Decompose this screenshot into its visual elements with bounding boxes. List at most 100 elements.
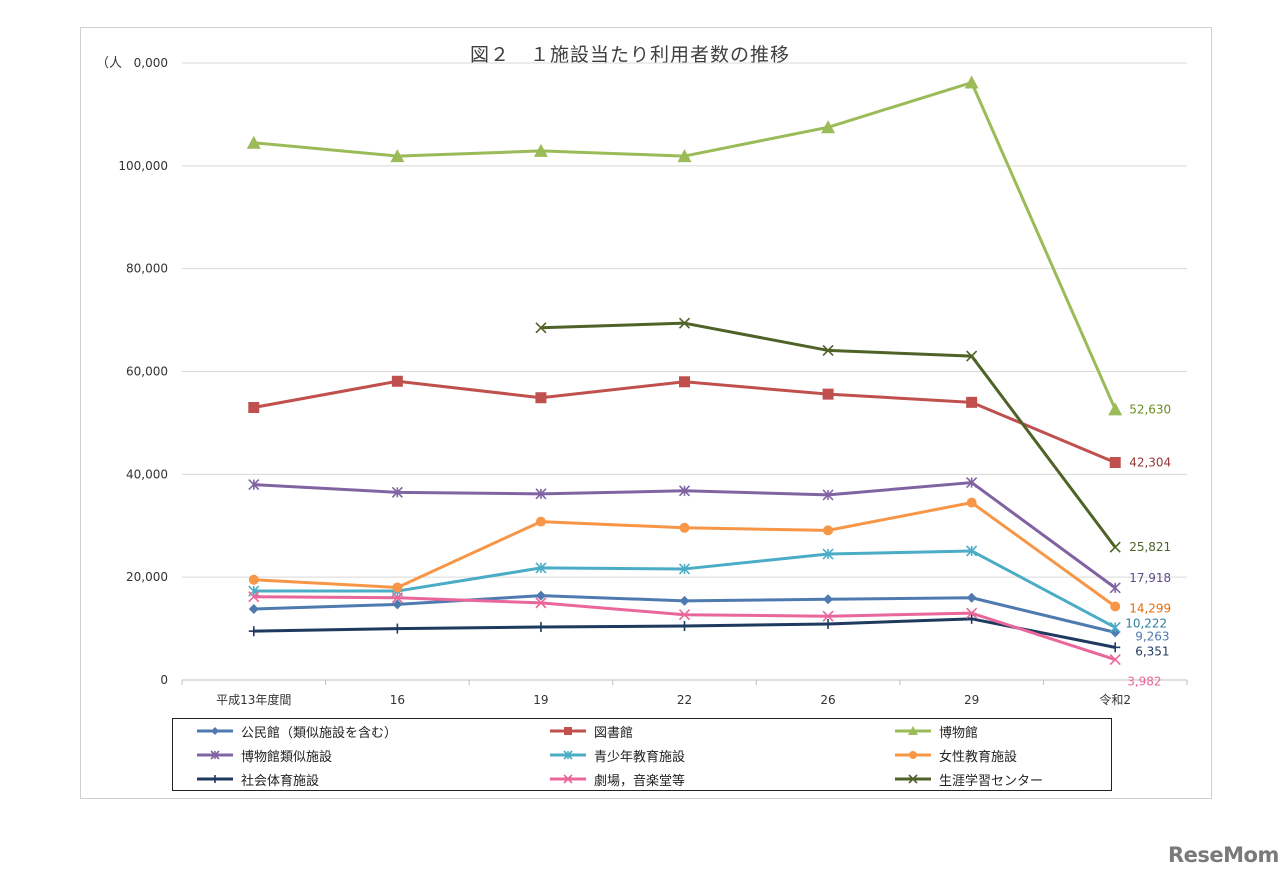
x-tick-label: 26 (820, 693, 835, 707)
data-point (908, 774, 918, 784)
data-point (391, 592, 403, 604)
data-point (210, 750, 220, 760)
data-point (821, 120, 836, 134)
chart-frame (80, 27, 1212, 799)
data-label: 25,821 (1129, 540, 1171, 554)
data-label: 17,918 (1129, 571, 1171, 585)
series-line (540, 321, 1117, 549)
x-tick-label: 19 (533, 693, 548, 707)
data-label: 3,982 (1127, 675, 1161, 689)
legend-swatch (550, 774, 586, 784)
y-tick-label: 20,000 (126, 570, 168, 584)
data-point (1109, 653, 1121, 666)
legend-swatch (550, 727, 586, 735)
data-point (823, 618, 834, 629)
data-point (563, 750, 573, 760)
data-point (677, 149, 692, 163)
data-point (966, 497, 977, 508)
series-8 (535, 317, 1121, 553)
data-point (211, 775, 219, 783)
legend: 公民館（類似施設を含む） 図書館 博物館博物館類似施設 青少年教育施設 女性教育施設社会… (172, 718, 1112, 791)
legend-swatch (197, 727, 233, 735)
y-tick-label: 80,000 (126, 262, 168, 276)
x-tick-label: 29 (964, 693, 979, 707)
data-point (964, 75, 979, 89)
series-line (253, 81, 1117, 410)
data-point (211, 727, 219, 735)
data-point (1109, 582, 1121, 594)
data-point (966, 396, 978, 408)
data-point (678, 485, 691, 497)
data-point (966, 350, 978, 362)
data-point (246, 135, 261, 149)
data-point (248, 591, 260, 603)
data-point (822, 388, 834, 400)
data-label: 52,630 (1129, 402, 1171, 416)
data-label: 9,263 (1135, 629, 1169, 643)
legend-swatch (895, 751, 931, 759)
x-tick-label: 平成13年度間 (216, 692, 291, 707)
legend-label: 社会体育施設 (241, 773, 320, 789)
data-point (535, 488, 547, 500)
legend-label: 女性教育施設 (939, 749, 1018, 765)
y-tick-label: 40,000 (126, 467, 168, 481)
data-point (391, 486, 403, 498)
series-1 (248, 375, 1121, 468)
series-5 (248, 497, 1121, 612)
legend-swatch (895, 726, 931, 735)
legend-item: 図書館 (548, 721, 633, 741)
data-point (1110, 601, 1121, 612)
x-tick-label: 令和2 (1099, 692, 1131, 707)
data-point (678, 317, 691, 329)
legend-label: 生涯学習センター (939, 773, 1044, 789)
data-point (1110, 642, 1121, 653)
y-tick-label: 0 (160, 673, 168, 687)
series-line (253, 379, 1116, 464)
data-point (533, 143, 548, 157)
data-label: 42,304 (1129, 455, 1171, 469)
data-label: 14,299 (1129, 601, 1171, 615)
legend-label: 公民館（類似施設を含む） (241, 725, 398, 741)
legend-label: 博物館 (939, 725, 979, 741)
legend-item: 博物館類似施設 (195, 745, 332, 765)
legend-item: 社会体育施設 (195, 769, 319, 789)
data-point (1109, 621, 1121, 634)
data-point (966, 545, 978, 557)
legend-item: 劇場，音楽堂等 (548, 769, 685, 789)
x-tick-label: 16 (390, 693, 405, 707)
data-point (966, 613, 977, 624)
data-point (966, 592, 977, 603)
data-point (1109, 456, 1121, 468)
legend-item: 青少年教育施設 (548, 745, 685, 765)
data-point (535, 562, 547, 574)
data-point (248, 574, 259, 585)
legend-item: 公民館（類似施設を含む） (195, 721, 397, 741)
series-6 (248, 613, 1121, 653)
data-point (678, 563, 691, 575)
data-point (679, 595, 690, 606)
legend-label: 青少年教育施設 (594, 749, 686, 765)
data-point (392, 599, 403, 610)
legend-swatch (197, 775, 233, 783)
data-label: 10,222 (1125, 616, 1167, 630)
data-point (392, 623, 403, 634)
legend-label: 博物館類似施設 (241, 749, 333, 765)
data-point (248, 626, 259, 637)
legend-swatch (895, 774, 931, 784)
data-point (822, 610, 834, 622)
data-point (1108, 402, 1123, 416)
data-point (679, 376, 690, 388)
data-point (1109, 541, 1121, 553)
data-point (391, 375, 403, 387)
data-point (679, 522, 690, 533)
x-tick-label: 22 (677, 693, 692, 707)
data-point (248, 401, 260, 413)
series-7 (248, 591, 1121, 666)
data-point (535, 516, 546, 527)
y-tick-label: 60,000 (126, 365, 168, 379)
data-point (535, 322, 547, 334)
data-point (966, 607, 978, 619)
data-point (248, 479, 260, 491)
data-point (390, 149, 405, 163)
